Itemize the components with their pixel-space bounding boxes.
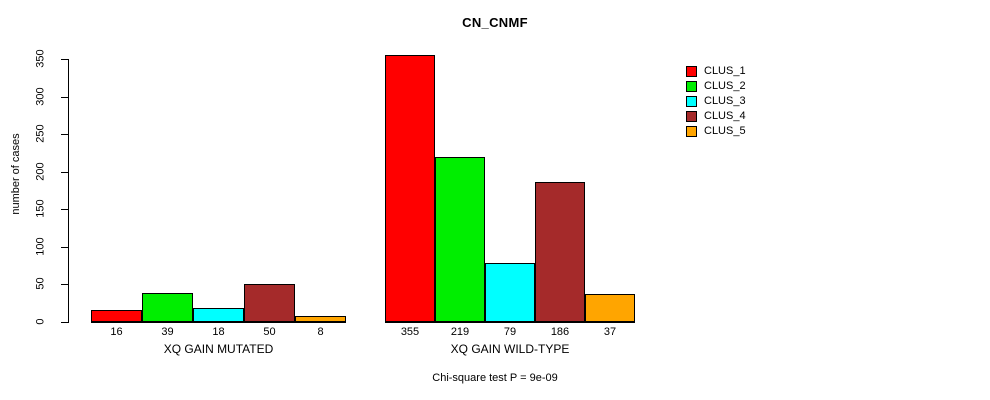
bar <box>435 157 485 322</box>
bar <box>91 309 142 322</box>
bar <box>244 284 295 322</box>
y-tick-label: 50 <box>28 278 54 290</box>
group-label: XQ GAIN MUTATED <box>163 342 274 356</box>
legend-color-swatch <box>686 81 697 92</box>
y-tick-mark <box>61 284 68 286</box>
y-tick-label: 100 <box>28 237 54 255</box>
y-tick-label-text: 200 <box>34 162 47 181</box>
legend-item: CLUS_1 <box>686 64 746 79</box>
y-tick-label-text: 50 <box>34 277 47 291</box>
chi-square-footer: Chi-square test P = 9e-09 <box>432 372 558 384</box>
bar <box>585 294 635 322</box>
legend-item: CLUS_2 <box>686 79 746 94</box>
y-tick-label-text: 150 <box>34 199 47 218</box>
bar <box>142 292 193 322</box>
legend-item-label: CLUS_4 <box>704 110 746 122</box>
legend-item: CLUS_5 <box>686 124 746 139</box>
legend-item-label: CLUS_2 <box>704 80 746 92</box>
y-tick-label: 300 <box>28 87 54 105</box>
bar <box>385 55 435 322</box>
legend-item-label: CLUS_1 <box>704 65 746 77</box>
bar-count-label: 50 <box>263 326 276 338</box>
group-baseline <box>385 322 635 323</box>
y-axis-title: number of cases <box>10 133 22 215</box>
y-tick-mark <box>61 59 68 60</box>
y-tick-label-text: 350 <box>34 49 47 68</box>
group-label: XQ GAIN WILD-TYPE <box>450 342 570 356</box>
y-tick-label-text: 300 <box>34 86 47 106</box>
legend-item: CLUS_4 <box>686 109 746 124</box>
y-tick-mark <box>61 134 68 136</box>
bar-count-label: 18 <box>212 326 225 338</box>
legend-color-swatch <box>686 96 697 107</box>
bar-count-label: 219 <box>450 326 470 338</box>
y-tick-label-text: 100 <box>34 237 47 256</box>
legend-color-swatch <box>686 66 697 77</box>
y-tick-label: 250 <box>28 124 54 142</box>
y-axis-line <box>68 59 69 323</box>
bar <box>295 315 346 322</box>
bar-count-label: 16 <box>110 326 123 338</box>
bar-count-label: 39 <box>161 326 174 338</box>
bar <box>193 308 244 322</box>
legend-color-swatch <box>686 111 697 122</box>
bar-count-label: 355 <box>400 326 420 338</box>
y-tick-label-text: 250 <box>34 124 47 143</box>
y-tick-mark <box>61 171 68 173</box>
y-tick-mark <box>61 209 68 211</box>
legend: CLUS_1 CLUS_2 CLUS_3 CLUS_4 CLUS_5 <box>686 64 746 139</box>
bar <box>485 262 535 322</box>
y-tick-mark <box>61 96 68 98</box>
y-tick-label: 350 <box>28 49 54 67</box>
y-tick-label: 200 <box>28 162 54 180</box>
bar-count-label: 37 <box>603 326 617 338</box>
bar-count-label: 8 <box>317 326 324 338</box>
bar <box>535 182 585 322</box>
y-tick-label: 150 <box>28 200 54 218</box>
y-tick-mark <box>61 322 68 323</box>
y-tick-label: 0 <box>28 316 54 328</box>
bar-count-label: 186 <box>550 326 570 338</box>
y-tick-mark <box>61 246 68 248</box>
bar-count-label: 79 <box>503 326 517 338</box>
legend-color-swatch <box>686 126 697 137</box>
y-tick-label-text: 0 <box>34 318 47 325</box>
legend-item-label: CLUS_5 <box>704 125 746 137</box>
legend-item-label: CLUS_3 <box>704 95 746 107</box>
chart-title: CN_CNMF <box>462 15 528 30</box>
legend-item: CLUS_3 <box>686 94 746 109</box>
group-baseline <box>91 322 346 323</box>
